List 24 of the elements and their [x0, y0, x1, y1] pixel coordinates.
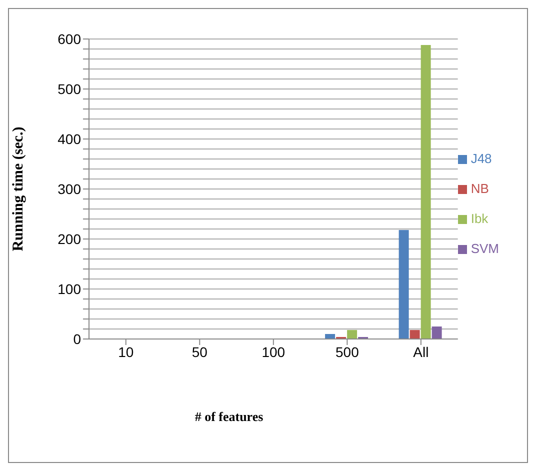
bar: [432, 326, 442, 339]
bar: [325, 334, 336, 339]
x-tick-label: 10: [118, 344, 134, 360]
y-axis-title: Running time (sec.): [10, 126, 26, 252]
x-tick-label: 50: [192, 344, 208, 360]
y-tick-label: 200: [58, 230, 82, 247]
bar: [398, 230, 409, 339]
y-tick-label: 400: [58, 130, 82, 147]
legend-label: J48: [470, 151, 492, 166]
y-tick-label: 500: [58, 80, 82, 97]
legend-label: NB: [470, 181, 489, 196]
bar: [420, 45, 431, 339]
x-tick-label: 500: [336, 344, 360, 360]
y-tick-label: 300: [58, 180, 82, 197]
y-tick-label: 600: [58, 30, 82, 47]
legend-label: SVM: [470, 241, 499, 256]
y-tick-label: 100: [58, 280, 82, 297]
x-axis-title: # of features: [194, 409, 264, 425]
x-tick-label: All: [413, 344, 429, 360]
legend-label: Ibk: [470, 211, 488, 226]
x-tick-label: 100: [262, 344, 286, 360]
bar: [410, 330, 420, 339]
bar: [347, 330, 358, 339]
y-tick-label: 0: [73, 330, 82, 347]
